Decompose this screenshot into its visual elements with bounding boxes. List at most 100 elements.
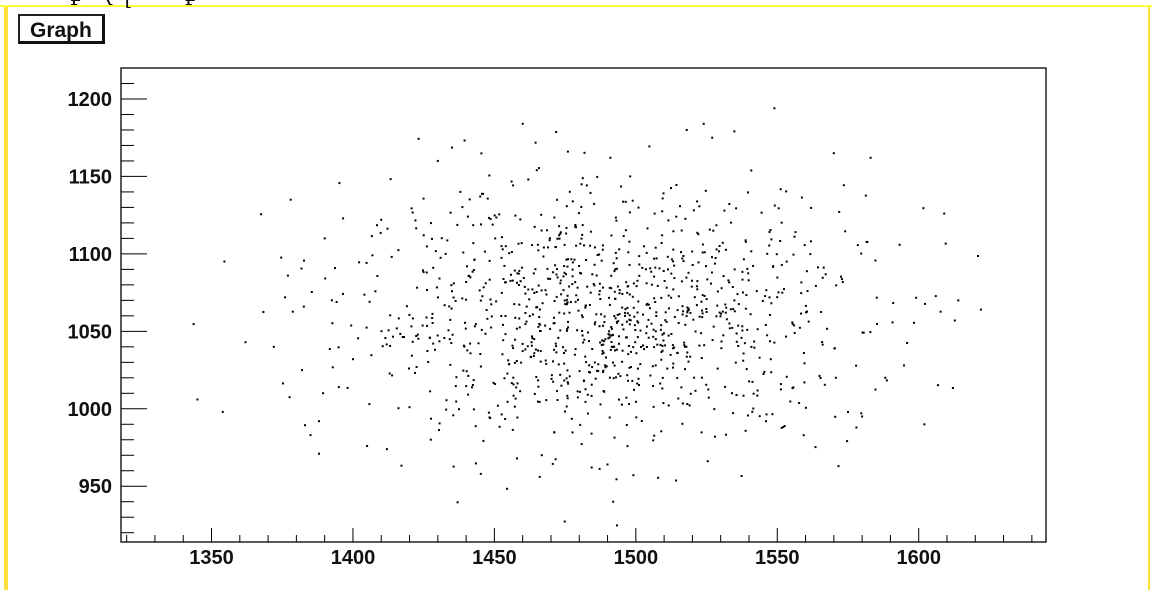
data-point [578,370,581,373]
data-point [707,396,710,399]
data-point [680,280,683,283]
data-point [733,268,736,271]
data-point [566,369,569,372]
data-point [534,348,537,351]
data-point [747,191,749,194]
data-point [318,420,320,423]
data-point [567,258,569,261]
data-point [770,371,773,374]
data-point [563,352,565,354]
data-point [602,286,604,289]
x-tick-label: 1600 [896,547,941,569]
canvas-left-border [4,7,8,590]
data-point [553,431,556,434]
data-point [610,334,613,337]
data-point [632,306,635,309]
data-point [625,424,628,426]
data-point [661,210,664,213]
data-point [588,304,591,306]
data-point [515,360,518,362]
data-point [735,332,738,335]
data-point [703,344,706,347]
data-point [705,308,708,310]
data-point [660,351,663,353]
data-point [660,358,663,361]
data-point [806,290,809,292]
data-point [711,256,713,259]
data-point [672,366,674,369]
data-point [223,260,226,263]
data-point [844,230,847,233]
data-point [455,400,458,403]
data-point [503,264,506,267]
data-point [732,308,735,311]
data-point [532,272,535,275]
data-point [403,336,405,338]
data-point [582,341,585,344]
data-point [770,238,773,241]
data-point [755,290,758,293]
data-point [648,307,651,310]
data-point [840,275,842,278]
data-point [814,446,817,449]
data-point [586,412,589,415]
data-point [681,305,684,308]
data-point [817,266,819,269]
data-point [736,293,739,296]
data-point [714,262,716,265]
data-point [600,259,603,262]
data-point [655,311,658,314]
data-point [644,268,647,271]
data-point [623,311,626,314]
data-point [694,389,697,392]
data-point [473,258,476,261]
data-point [666,367,669,370]
data-point [698,315,701,318]
data-point [548,237,551,240]
graph-title-box[interactable]: Graph [18,14,105,44]
data-point [539,350,542,353]
data-point [803,381,806,384]
data-point [832,152,835,155]
data-point [686,311,689,314]
data-point [654,266,657,269]
data-point [444,252,447,255]
y-tick-label: 950 [79,476,112,498]
data-point [673,277,676,280]
data-point [588,340,590,343]
data-point [566,301,569,304]
data-point [731,326,734,329]
data-point [536,400,539,403]
data-point [683,345,686,348]
data-point [337,346,340,349]
data-point [728,203,731,205]
data-point [581,224,584,227]
data-point [751,380,754,383]
data-point [614,297,617,300]
data-point [514,316,517,319]
data-point [814,284,817,287]
data-point [681,402,684,405]
data-point [613,436,616,439]
data-point [634,329,637,331]
data-point [756,394,759,397]
data-point [598,290,601,292]
data-point [425,271,428,274]
data-point [620,403,623,406]
data-point [583,151,586,154]
data-point [769,229,772,231]
data-point [449,363,452,366]
data-point [408,367,410,370]
data-point [338,182,341,185]
data-point [653,346,656,349]
data-point [733,299,736,302]
data-point [898,243,901,246]
data-point [660,324,663,327]
data-point [741,329,744,332]
data-point [661,234,664,237]
data-point [322,392,325,395]
data-point [686,403,689,405]
data-point [584,400,587,403]
data-point [842,184,845,187]
